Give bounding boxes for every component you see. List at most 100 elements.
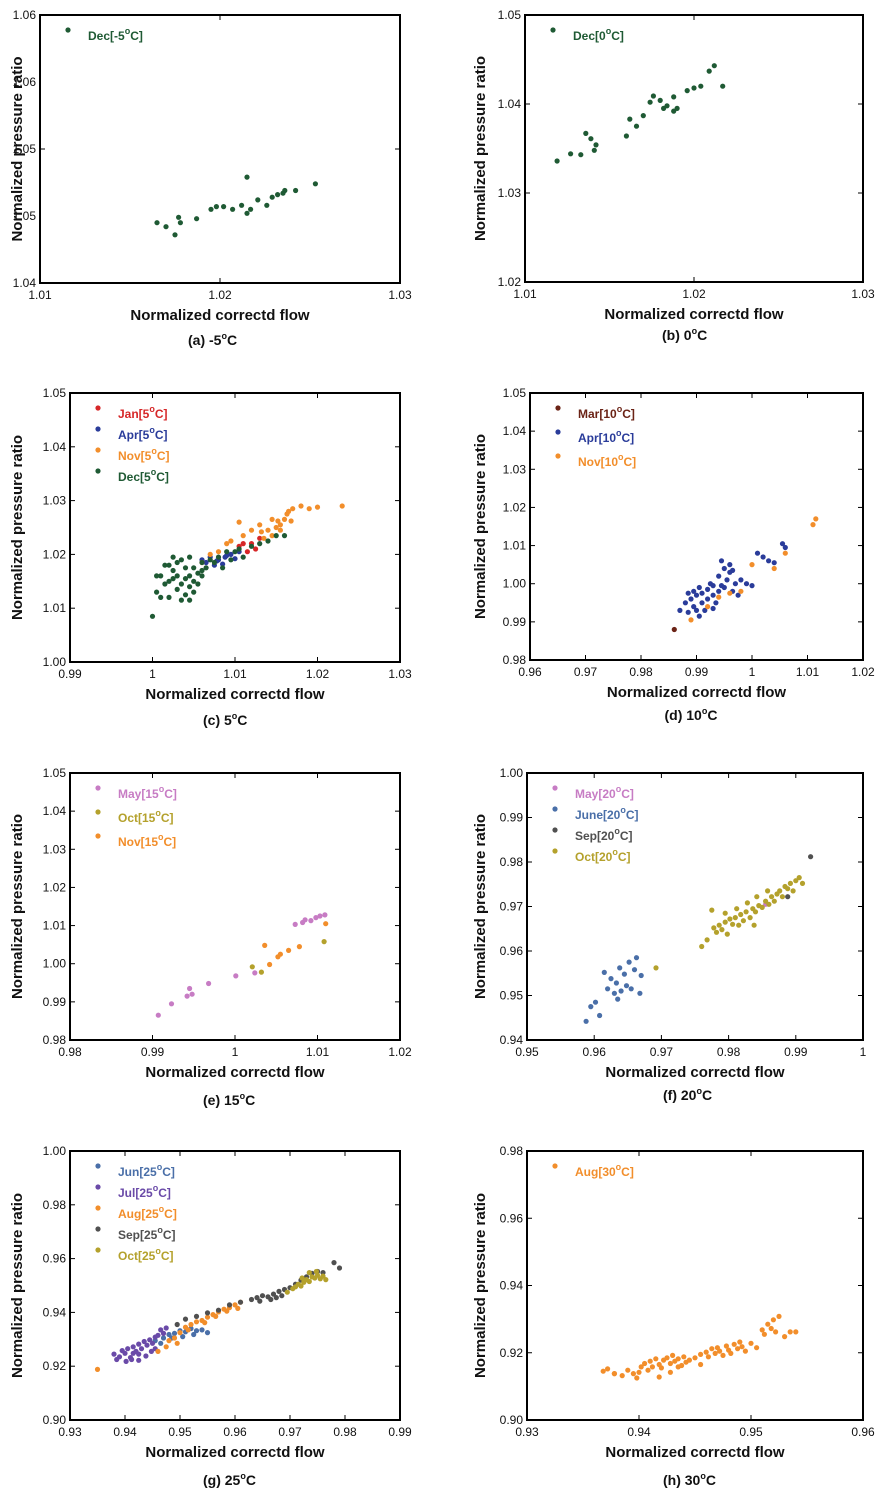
- data-point: [199, 567, 205, 574]
- data-point: [258, 529, 264, 535]
- figure-caption-text: (c) 5: [203, 712, 232, 728]
- data-point: [240, 533, 246, 539]
- data-point: [171, 1335, 178, 1341]
- x-tick-label: 0.98: [717, 1045, 741, 1059]
- data-point: [178, 597, 184, 603]
- degree-symbol: o: [240, 1471, 246, 1481]
- legend-label: May[15oC]: [118, 784, 177, 801]
- data-point: [765, 1321, 771, 1327]
- data-point: [240, 541, 246, 547]
- legend-label-text: Apr[10: [578, 431, 616, 445]
- chart-h: 0.93 0.94 0.95 0.96 0.90 0.92 0.94 0.96 0.98 Norm…: [472, 1144, 875, 1488]
- data-point: [716, 922, 722, 928]
- legend-marker: [555, 429, 561, 435]
- legend-marker: [95, 1205, 101, 1211]
- plot-frame: [526, 1150, 864, 1421]
- data-point: [331, 1260, 337, 1266]
- data-point: [281, 533, 288, 539]
- data-point: [650, 93, 657, 99]
- data-point: [317, 913, 323, 919]
- degree-symbol: o: [606, 26, 612, 36]
- data-point: [166, 594, 172, 601]
- data-point: [718, 558, 725, 564]
- data-point: [735, 592, 741, 598]
- figure-caption: (f) 20oC: [663, 1086, 712, 1103]
- legend-label-unit: C]: [158, 1186, 171, 1200]
- x-tick-label: 0.98: [333, 1425, 357, 1439]
- data-point: [155, 1348, 161, 1354]
- legend-label-text: Oct[25: [118, 1249, 156, 1263]
- degree-symbol: o: [617, 404, 623, 414]
- y-tick-label: 1.00: [503, 577, 527, 591]
- data-point: [698, 83, 704, 89]
- data-point: [290, 506, 296, 512]
- data-point: [193, 1313, 200, 1319]
- data-point: [174, 559, 180, 566]
- data-point: [749, 583, 755, 589]
- y-axis-label: Normalized pressure ratio: [472, 56, 489, 241]
- data-point: [254, 1295, 260, 1301]
- x-tick-label: 0.94: [113, 1425, 137, 1439]
- legend-label-text: Aug[30: [575, 1165, 616, 1179]
- data-point: [705, 596, 711, 602]
- legend-label-unit: C]: [618, 850, 631, 864]
- data-point: [149, 613, 156, 619]
- data-point: [264, 202, 270, 208]
- legend-label-unit: C]: [156, 470, 169, 484]
- data-point: [720, 83, 726, 89]
- data-point: [611, 1371, 618, 1377]
- data-point: [766, 558, 772, 564]
- data-point: [684, 88, 690, 94]
- data-point: [299, 1275, 305, 1281]
- legend-label-unit: C]: [157, 449, 170, 463]
- y-tick-label: 0.90: [500, 1413, 524, 1427]
- legend-label: Oct[15oC]: [118, 808, 174, 825]
- legend-label: Apr[10oC]: [578, 428, 634, 445]
- degree-symbol: o: [616, 428, 622, 438]
- data-point: [638, 1364, 644, 1370]
- data-point: [240, 554, 246, 560]
- data-point: [265, 527, 271, 533]
- data-point: [735, 1346, 741, 1352]
- data-point: [185, 1327, 191, 1333]
- legend-label-unit: C]: [163, 1228, 176, 1242]
- data-point: [203, 559, 209, 566]
- x-tick-label: 1.03: [388, 288, 412, 302]
- data-point: [724, 577, 730, 583]
- legend-label-unit: C]: [611, 29, 624, 43]
- x-tick-label: 0.99: [58, 667, 82, 681]
- figure-caption-text: (e) 15: [203, 1092, 240, 1108]
- y-tick-label: 0.96: [43, 1252, 67, 1266]
- data-point: [257, 535, 263, 541]
- degree-symbol: o: [618, 452, 624, 462]
- data-point: [667, 1360, 674, 1367]
- data-point: [248, 1296, 255, 1303]
- y-tick-label: 1.00: [500, 766, 524, 780]
- data-point: [148, 1348, 154, 1354]
- data-point: [710, 592, 716, 598]
- data-point: [730, 921, 736, 927]
- data-point: [770, 1317, 777, 1323]
- data-point: [187, 597, 193, 603]
- data-point: [252, 970, 258, 976]
- data-point: [730, 567, 736, 574]
- x-tick-label: 1: [232, 1045, 239, 1059]
- legend-marker: [555, 405, 561, 411]
- data-point: [122, 1350, 128, 1356]
- legend-label: Nov[15oC]: [118, 832, 176, 849]
- data-point: [723, 1343, 730, 1349]
- data-point: [306, 1278, 312, 1285]
- data-point: [737, 1339, 743, 1345]
- y-tick-label: 0.96: [500, 1211, 524, 1225]
- data-point: [273, 1295, 279, 1301]
- degree-symbol: o: [240, 1091, 246, 1101]
- legend-marker: [95, 809, 101, 815]
- y-tick-label: 1.02: [498, 275, 522, 289]
- x-tick-label: 1.02: [682, 287, 706, 301]
- data-point: [244, 210, 250, 216]
- data-point: [123, 1358, 129, 1364]
- data-point: [323, 1277, 329, 1283]
- data-point: [634, 1375, 640, 1381]
- data-point: [162, 581, 168, 587]
- data-point: [628, 986, 634, 992]
